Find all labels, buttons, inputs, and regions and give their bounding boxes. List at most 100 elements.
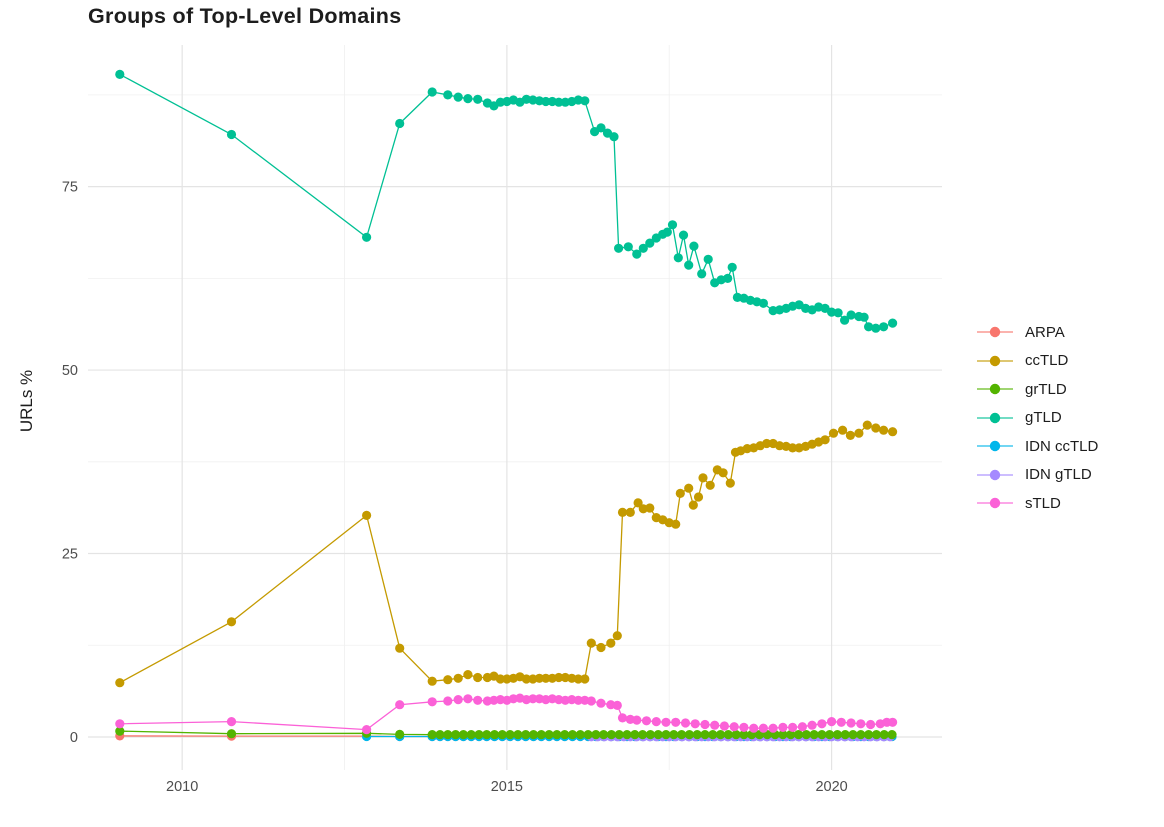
data-point — [727, 262, 737, 272]
data-point — [528, 694, 538, 704]
data-point — [689, 241, 699, 251]
data-point — [622, 730, 632, 740]
data-point — [609, 132, 619, 142]
data-point — [718, 468, 728, 478]
gridlines-minor — [88, 45, 942, 770]
data-point — [606, 638, 616, 648]
data-point — [473, 672, 483, 683]
data-point — [661, 717, 671, 727]
legend-key-icon — [977, 384, 1013, 395]
data-point — [226, 129, 237, 140]
data-point — [888, 427, 898, 437]
data-point — [495, 674, 505, 684]
data-point — [845, 430, 856, 440]
data-point — [638, 243, 648, 253]
data-point — [879, 730, 889, 740]
data-point — [817, 719, 827, 729]
legend-label: IDN ccTLD — [1025, 437, 1099, 455]
legend-key-icon — [977, 469, 1013, 480]
data-point — [854, 428, 864, 438]
data-point — [671, 717, 681, 727]
data-point — [864, 322, 874, 332]
data-point — [638, 730, 648, 740]
data-point — [651, 717, 661, 727]
data-point — [778, 730, 788, 740]
data-point — [560, 730, 570, 740]
data-point — [866, 719, 876, 730]
data-point — [463, 670, 473, 680]
data-point — [719, 721, 730, 731]
data-point — [427, 697, 437, 707]
data-point — [645, 503, 655, 513]
data-point — [887, 730, 897, 740]
series-cctld — [115, 420, 898, 688]
y-tick-label: 25 — [62, 547, 78, 563]
data-point — [427, 676, 437, 686]
data-point — [788, 722, 798, 733]
data-point — [513, 730, 523, 740]
data-point — [700, 730, 710, 740]
legend-key-icon — [977, 498, 1013, 509]
data-point — [645, 730, 656, 740]
data-point — [871, 423, 881, 433]
data-point — [427, 87, 437, 97]
data-point — [809, 730, 819, 740]
data-point — [497, 730, 507, 740]
data-point — [833, 308, 843, 318]
data-point — [632, 249, 642, 259]
data-point — [653, 730, 663, 740]
data-point — [725, 478, 735, 488]
data-point — [596, 642, 606, 653]
y-tick-label: 75 — [62, 180, 78, 196]
data-point — [580, 96, 590, 106]
data-point — [567, 730, 578, 740]
data-point — [226, 729, 237, 739]
data-point — [453, 673, 463, 683]
y-tick-label: 0 — [70, 730, 78, 746]
data-point — [612, 631, 622, 641]
data-point — [828, 428, 839, 438]
legend-item-idn-gtld: IDN gTLD — [975, 461, 1098, 490]
legend-label: IDN gTLD — [1025, 466, 1092, 484]
data-point — [575, 730, 585, 740]
data-point — [226, 617, 237, 627]
data-point — [762, 438, 772, 449]
data-point — [723, 730, 733, 740]
data-point — [671, 519, 681, 529]
data-point — [596, 123, 606, 133]
data-point — [669, 730, 679, 740]
data-point — [778, 722, 788, 733]
data-point — [473, 94, 483, 104]
data-point — [856, 719, 866, 729]
data-point — [729, 722, 739, 732]
data-point — [544, 730, 554, 740]
x-tick-label: 2020 — [815, 779, 847, 795]
data-point — [856, 730, 866, 740]
legend-label: sTLD — [1025, 494, 1061, 512]
data-point — [788, 443, 798, 453]
data-point — [838, 425, 848, 435]
data-point — [534, 673, 545, 683]
data-point — [848, 730, 858, 740]
data-point — [458, 730, 468, 740]
data-point — [453, 695, 463, 705]
x-tick-label: 2015 — [491, 779, 523, 795]
legend-item-gtld: gTLD — [975, 404, 1098, 433]
data-point — [596, 698, 606, 708]
series-gtld — [115, 69, 898, 333]
data-point — [115, 726, 125, 736]
data-point — [836, 717, 846, 727]
x-tick-label: 2010 — [166, 779, 198, 795]
data-point — [862, 420, 872, 430]
legend-item-arpa: ARPA — [975, 318, 1098, 347]
data-point — [623, 242, 633, 252]
data-point — [586, 638, 596, 648]
data-point — [443, 90, 453, 100]
chart-title: Groups of Top-Level Domains — [88, 4, 402, 28]
data-point — [541, 673, 551, 683]
data-point — [521, 730, 531, 740]
data-point — [427, 730, 437, 740]
data-point — [466, 730, 476, 740]
data-point — [226, 717, 237, 727]
